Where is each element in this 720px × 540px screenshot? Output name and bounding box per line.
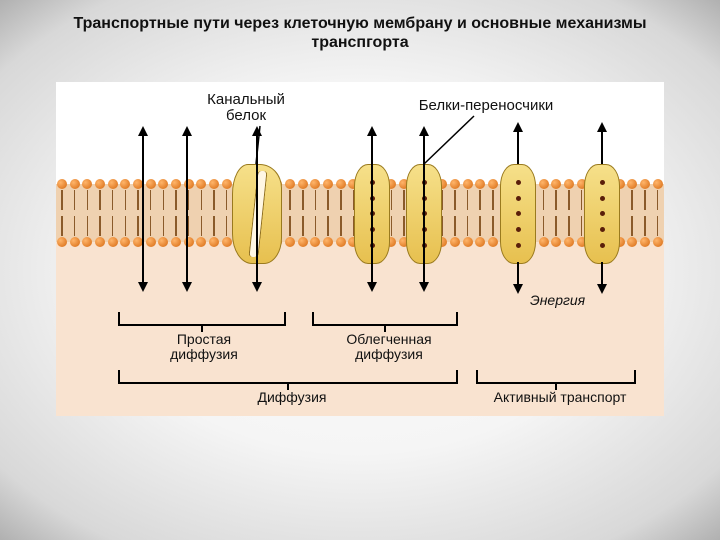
brace-simple-diffusion [118, 314, 286, 326]
transport-arrow [256, 134, 258, 284]
simple-diffusion-label: Простая диффузия [144, 332, 264, 361]
carrier-proteins-label: Белки-переносчики [386, 98, 586, 114]
label-text: диффузия [355, 346, 423, 362]
transport-arrow [142, 134, 144, 284]
label-text: Энергия [530, 292, 585, 308]
label-text: диффузия [170, 346, 238, 362]
label-text: белок [226, 107, 266, 124]
carrier-protein-3 [500, 164, 536, 264]
transport-arrow [601, 262, 603, 286]
channel-pore [248, 171, 267, 257]
membrane-diagram: Канальный белок Белки-переносчики Энерги… [56, 82, 664, 416]
label-text: Белки-переносчики [419, 97, 554, 114]
carrier-dots [501, 175, 535, 253]
brace-active-transport [476, 372, 636, 384]
diffusion-label: Диффузия [242, 390, 342, 405]
title-line1: Транспортные пути через клеточную мембра… [73, 15, 646, 32]
energy-label: Энергия [530, 292, 585, 308]
label-text: Активный транспорт [494, 389, 627, 405]
transport-arrow [423, 134, 425, 284]
carrier-protein-4 [584, 164, 620, 264]
facilitated-diffusion-label: Облегченная диффузия [324, 332, 454, 361]
transport-arrow [186, 134, 188, 284]
title-line2: транспгорта [311, 34, 408, 51]
label-text: Облегченная [346, 331, 431, 347]
transport-arrow [371, 134, 373, 284]
label-text: Канальный [207, 91, 285, 108]
channel-protein-label: Канальный белок [186, 92, 306, 124]
slide-vignette: Транспортные пути через клеточную мембра… [0, 0, 720, 540]
transport-arrow [601, 130, 603, 164]
brace-facilitated-diffusion [312, 314, 458, 326]
transport-arrow [517, 262, 519, 286]
brace-diffusion [118, 372, 458, 384]
label-text: Диффузия [257, 389, 326, 405]
slide-title: Транспортные пути через клеточную мембра… [0, 14, 720, 52]
label-text: Простая [177, 331, 231, 347]
active-transport-label: Активный транспорт [470, 390, 650, 405]
transport-arrow [517, 130, 519, 164]
carrier-dots [585, 175, 619, 253]
